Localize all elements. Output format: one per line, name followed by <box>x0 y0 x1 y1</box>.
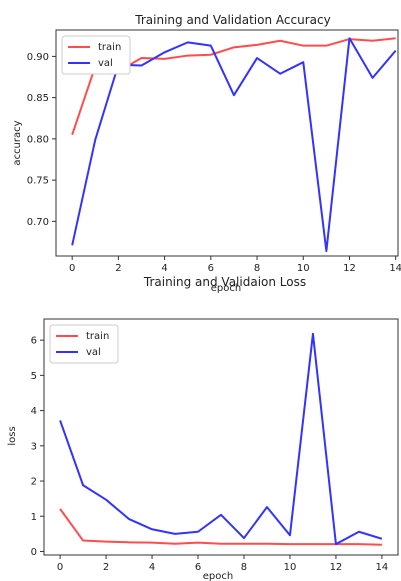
x-tick-label: 12 <box>343 263 356 274</box>
plot-frame <box>43 318 399 556</box>
x-tick-label: 2 <box>115 263 121 274</box>
legend-label-val: val <box>98 58 113 69</box>
y-axis-label: accuracy <box>12 120 23 165</box>
legend: train val <box>49 324 119 364</box>
y-tick-label: 3 <box>31 441 37 452</box>
x-tick-label: 4 <box>161 263 167 274</box>
x-tick-label: 8 <box>241 562 247 573</box>
legend-box <box>49 324 119 364</box>
y-tick-label: 0 <box>31 547 37 558</box>
x-tick-label: 6 <box>195 562 201 573</box>
loss-chart: Training and Validaion Loss epoch loss 0… <box>7 275 399 581</box>
x-axis-label: epoch <box>211 283 241 294</box>
x-tick-label: 10 <box>297 263 310 274</box>
plot-frame <box>55 29 399 257</box>
y-tick-label: 0.85 <box>27 93 49 104</box>
x-tick-label: 12 <box>330 562 343 573</box>
series-line-val <box>59 332 383 546</box>
series-line-train <box>59 508 382 546</box>
y-tick-label: 5 <box>31 371 37 382</box>
series-group <box>59 332 383 546</box>
x-tick-label: 8 <box>254 263 260 274</box>
chart-title: Training and Validaion Loss <box>143 275 306 289</box>
x-tick-label: 0 <box>57 562 63 573</box>
x-tick-label: 2 <box>103 562 109 573</box>
y-tick-label: 1 <box>31 512 37 523</box>
legend-label-train: train <box>98 42 121 53</box>
y-tick-label: 6 <box>31 336 37 347</box>
y-tick-label: 4 <box>31 406 37 417</box>
tick-group: 0 2 4 6 8 10 12 14 0.70 0.75 0.80 0.85 0.90 <box>27 52 401 274</box>
y-axis-label: loss <box>7 426 18 445</box>
y-tick-label: 0.75 <box>27 176 49 187</box>
y-tick-label: 0.70 <box>27 217 49 228</box>
x-tick-label: 0 <box>69 263 75 274</box>
legend-box <box>61 35 131 75</box>
y-tick-label: 0.90 <box>27 52 49 63</box>
chart-title: Training and Validation Accuracy <box>134 13 330 27</box>
accuracy-chart: Training and Validation Accuracy epoch a… <box>12 13 401 294</box>
x-tick-label: 4 <box>149 562 155 573</box>
y-tick-label: 2 <box>31 477 37 488</box>
y-tick-label: 0.80 <box>27 134 49 145</box>
x-tick-label: 14 <box>389 263 401 274</box>
x-axis-label: epoch <box>203 571 233 581</box>
x-tick-label: 10 <box>284 562 297 573</box>
legend: train val <box>61 35 131 75</box>
legend-label-val: val <box>86 347 101 358</box>
x-tick-label: 6 <box>208 263 214 274</box>
x-tick-label: 14 <box>376 562 389 573</box>
legend-label-train: train <box>86 331 109 342</box>
